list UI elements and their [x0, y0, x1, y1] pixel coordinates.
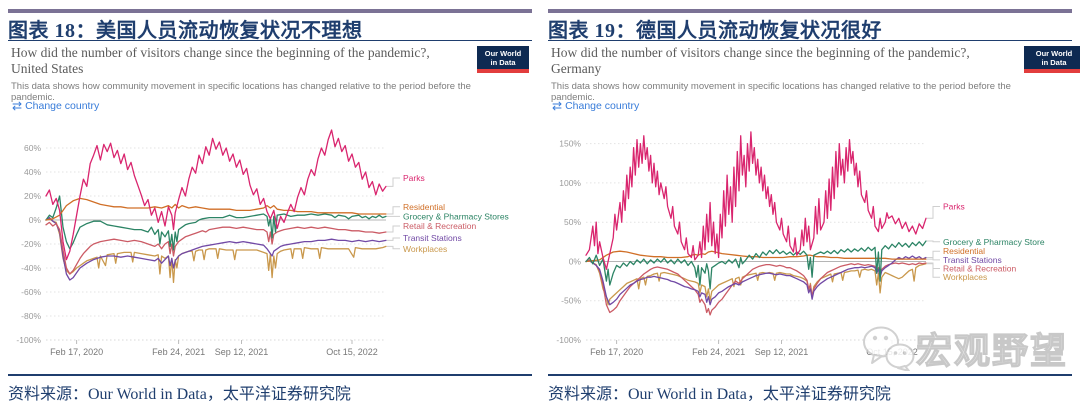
svg-text:150%: 150% — [559, 139, 581, 149]
title-divider — [8, 40, 532, 41]
svg-text:Feb 17, 2020: Feb 17, 2020 — [590, 347, 643, 357]
figure-title: 图表 19：德国人员流动恢复状况很好 — [548, 20, 882, 42]
svg-text:Residential: Residential — [403, 202, 445, 212]
svg-text:40%: 40% — [24, 167, 41, 177]
source-divider — [8, 374, 532, 376]
panel-top-bar — [8, 9, 532, 13]
svg-text:20%: 20% — [24, 191, 41, 201]
mobility-chart-us: 60% 40% 20% 0% -20% -40% -60% -80% -100% Feb 17, … — [16, 129, 509, 357]
watermark-text: 宏观野望 — [915, 329, 1069, 371]
chart-note: This data shows how community movement i… — [11, 81, 471, 103]
svg-text:-40%: -40% — [21, 263, 41, 273]
source-divider — [548, 374, 1072, 376]
svg-text:60%: 60% — [24, 143, 41, 153]
chart-subtitle: How did the number of visitors change si… — [11, 45, 430, 77]
svg-text:Grocery & Pharmacy Stores: Grocery & Pharmacy Stores — [403, 211, 509, 221]
svg-text:0%: 0% — [29, 215, 42, 225]
owid-logo-line1: Our World — [1035, 49, 1073, 58]
svg-text:100%: 100% — [559, 178, 581, 188]
svg-text:Transit Stations: Transit Stations — [403, 233, 462, 243]
svg-text:Retail & Recreation: Retail & Recreation — [943, 264, 1017, 274]
owid-logo-line1: Our World — [484, 49, 522, 58]
wechat-icon — [863, 326, 915, 371]
panel-top-bar — [548, 9, 1072, 13]
svg-text:Workplaces: Workplaces — [403, 244, 447, 254]
change-country-link[interactable]: ⇄ Change country — [12, 100, 99, 112]
svg-text:Sep 12, 2021: Sep 12, 2021 — [755, 347, 809, 357]
svg-text:-100%: -100% — [16, 335, 41, 345]
svg-text:Feb 17, 2020: Feb 17, 2020 — [50, 347, 103, 357]
owid-logo-line2: in Data — [490, 58, 516, 68]
title-divider — [548, 40, 1072, 41]
mobility-chart-germany: 150% 100% 50% 0% -50% -100% Feb 17, 2020 Feb 24… — [556, 131, 1045, 357]
svg-text:Residential: Residential — [943, 246, 985, 256]
svg-text:-80%: -80% — [21, 311, 41, 321]
wechat-watermark: 宏观野望 — [862, 322, 1068, 374]
svg-text:-50%: -50% — [561, 296, 581, 306]
svg-text:-20%: -20% — [21, 239, 41, 249]
svg-text:-100%: -100% — [556, 335, 581, 345]
svg-text:Transit Stations: Transit Stations — [943, 255, 1002, 265]
change-country-label: Change country — [565, 100, 640, 112]
svg-text:Parks: Parks — [943, 202, 965, 212]
swap-arrows-icon: ⇄ — [12, 99, 23, 113]
svg-text:Sep 12, 2021: Sep 12, 2021 — [215, 347, 269, 357]
svg-text:Oct 15, 2022: Oct 15, 2022 — [326, 347, 378, 357]
chart-note: This data shows how community movement i… — [551, 81, 1011, 103]
svg-text:Retail & Recreation: Retail & Recreation — [403, 221, 477, 231]
figure-panel-us: 图表 18：美国人员流动恢复状况不理想 How did the number o… — [8, 9, 532, 403]
owid-logo: Our World in Data — [1024, 46, 1080, 73]
figure-panel-germany: 图表 19：德国人员流动恢复状况很好 How did the number of… — [540, 0, 1080, 409]
owid-logo: Our World in Data — [477, 46, 529, 73]
figure-title: 图表 18：美国人员流动恢复状况不理想 — [8, 20, 363, 42]
svg-text:Feb 24, 2021: Feb 24, 2021 — [152, 347, 205, 357]
svg-text:-60%: -60% — [21, 287, 41, 297]
svg-text:0%: 0% — [569, 257, 582, 267]
svg-text:Parks: Parks — [403, 173, 425, 183]
chart-subtitle: How did the number of visitors change si… — [551, 45, 970, 77]
svg-text:Workplaces: Workplaces — [943, 272, 987, 282]
source-note: 资料来源：Our World in Data，太平洋证券研究院 — [548, 386, 891, 403]
change-country-link[interactable]: ⇄ Change country — [552, 100, 639, 112]
svg-text:Feb 24, 2021: Feb 24, 2021 — [692, 347, 745, 357]
source-note: 资料来源：Our World in Data，太平洋证券研究院 — [8, 386, 351, 403]
change-country-label: Change country — [25, 100, 100, 112]
swap-arrows-icon: ⇄ — [552, 99, 563, 113]
svg-text:Grocery & Pharmacy Store: Grocery & Pharmacy Store — [943, 237, 1045, 247]
owid-logo-line2: in Data — [1041, 58, 1067, 68]
svg-text:50%: 50% — [564, 217, 581, 227]
